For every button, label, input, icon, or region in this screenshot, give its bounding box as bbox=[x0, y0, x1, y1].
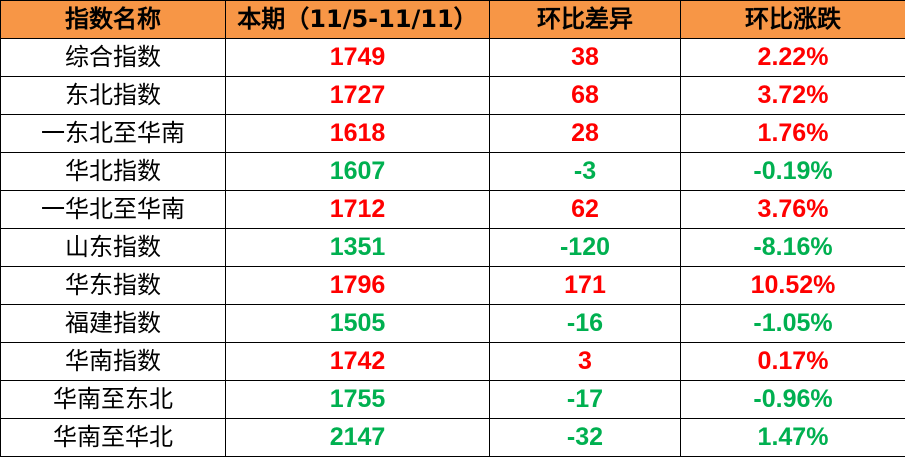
header-pct: 环比涨跌 bbox=[680, 0, 905, 39]
pct-change: 1.76% bbox=[680, 114, 905, 153]
table-row: 山东指数 1351 -120 -8.16% bbox=[0, 228, 905, 267]
pct-change: 3.72% bbox=[680, 76, 905, 115]
pct-change: 0.17% bbox=[680, 342, 905, 381]
table-row: 华东指数 1796 171 10.52% bbox=[0, 266, 905, 305]
table-row: 华南至华北 2147 -32 1.47% bbox=[0, 418, 905, 457]
pct-change: 2.22% bbox=[680, 38, 905, 77]
index-name: 华东指数 bbox=[0, 266, 226, 305]
current-value: 1755 bbox=[225, 380, 490, 419]
index-name: 综合指数 bbox=[0, 38, 226, 77]
index-name: 山东指数 bbox=[0, 228, 226, 267]
header-current: 本期（11/5-11/11） bbox=[225, 0, 490, 39]
current-value: 1351 bbox=[225, 228, 490, 267]
current-value: 1505 bbox=[225, 304, 490, 343]
index-name: 一东北至华南 bbox=[0, 114, 226, 153]
table-row: 一东北至华南 1618 28 1.76% bbox=[0, 114, 905, 153]
table-row: 华南至东北 1755 -17 -0.96% bbox=[0, 380, 905, 419]
current-value: 1618 bbox=[225, 114, 490, 153]
diff-value: 62 bbox=[489, 190, 681, 229]
header-row: 指数名称 本期（11/5-11/11） 环比差异 环比涨跌 bbox=[0, 0, 905, 39]
diff-value: 28 bbox=[489, 114, 681, 153]
pct-change: -8.16% bbox=[680, 228, 905, 267]
table-row: 东北指数 1727 68 3.72% bbox=[0, 76, 905, 115]
index-name: 东北指数 bbox=[0, 76, 226, 115]
current-value: 1742 bbox=[225, 342, 490, 381]
current-value: 1749 bbox=[225, 38, 490, 77]
current-value: 1607 bbox=[225, 152, 490, 191]
index-name: 福建指数 bbox=[0, 304, 226, 343]
pct-change: 1.47% bbox=[680, 418, 905, 457]
diff-value: 38 bbox=[489, 38, 681, 77]
table-row: 综合指数 1749 38 2.22% bbox=[0, 38, 905, 77]
current-value: 1712 bbox=[225, 190, 490, 229]
diff-value: 3 bbox=[489, 342, 681, 381]
diff-value: -3 bbox=[489, 152, 681, 191]
current-value: 2147 bbox=[225, 418, 490, 457]
diff-value: -16 bbox=[489, 304, 681, 343]
diff-value: -120 bbox=[489, 228, 681, 267]
pct-change: -0.96% bbox=[680, 380, 905, 419]
pct-change: -1.05% bbox=[680, 304, 905, 343]
diff-value: 171 bbox=[489, 266, 681, 305]
table-row: 一华北至华南 1712 62 3.76% bbox=[0, 190, 905, 229]
index-name: 华南至华北 bbox=[0, 418, 226, 457]
index-name: 华北指数 bbox=[0, 152, 226, 191]
pct-change: -0.19% bbox=[680, 152, 905, 191]
index-name: 一华北至华南 bbox=[0, 190, 226, 229]
diff-value: -17 bbox=[489, 380, 681, 419]
header-diff: 环比差异 bbox=[489, 0, 681, 39]
table-row: 福建指数 1505 -16 -1.05% bbox=[0, 304, 905, 343]
current-value: 1796 bbox=[225, 266, 490, 305]
header-name: 指数名称 bbox=[0, 0, 226, 39]
table-row: 华南指数 1742 3 0.17% bbox=[0, 342, 905, 381]
index-name: 华南指数 bbox=[0, 342, 226, 381]
index-name: 华南至东北 bbox=[0, 380, 226, 419]
current-value: 1727 bbox=[225, 76, 490, 115]
pct-change: 10.52% bbox=[680, 266, 905, 305]
table-row: 华北指数 1607 -3 -0.19% bbox=[0, 152, 905, 191]
pct-change: 3.76% bbox=[680, 190, 905, 229]
diff-value: 68 bbox=[489, 76, 681, 115]
diff-value: -32 bbox=[489, 418, 681, 457]
